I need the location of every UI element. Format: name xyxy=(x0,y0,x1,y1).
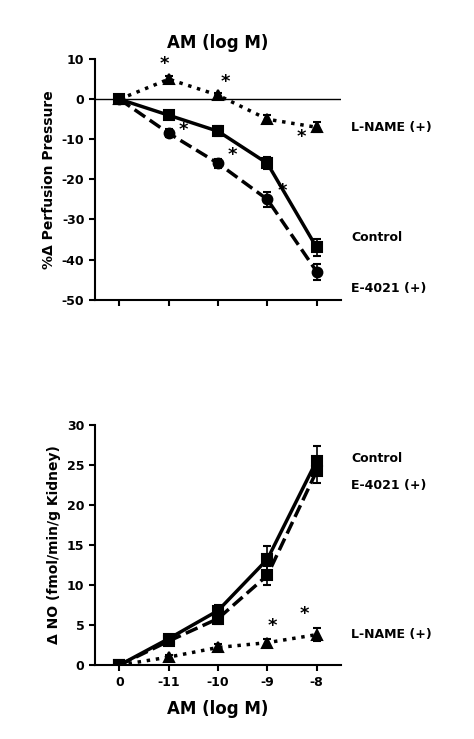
Text: *: * xyxy=(160,55,170,72)
Text: E-4021 (+): E-4021 (+) xyxy=(351,479,427,492)
Text: *: * xyxy=(179,121,188,139)
X-axis label: AM (log M): AM (log M) xyxy=(167,700,269,718)
Y-axis label: %Δ Perfusion Pressure: %Δ Perfusion Pressure xyxy=(42,90,56,269)
Text: *: * xyxy=(297,129,307,146)
Text: L-NAME (+): L-NAME (+) xyxy=(351,628,432,641)
Text: Control: Control xyxy=(351,231,402,245)
Text: Control: Control xyxy=(351,452,402,465)
Text: *: * xyxy=(221,72,230,91)
Text: *: * xyxy=(277,183,287,200)
Title: AM (log M): AM (log M) xyxy=(167,34,269,52)
Text: *: * xyxy=(267,616,277,635)
Text: E-4021 (+): E-4021 (+) xyxy=(351,282,427,295)
Y-axis label: Δ NO (fmol/min/g Kidney): Δ NO (fmol/min/g Kidney) xyxy=(47,446,61,644)
Text: L-NAME (+): L-NAME (+) xyxy=(351,120,432,134)
Text: *: * xyxy=(228,146,237,164)
Text: *: * xyxy=(300,605,309,624)
